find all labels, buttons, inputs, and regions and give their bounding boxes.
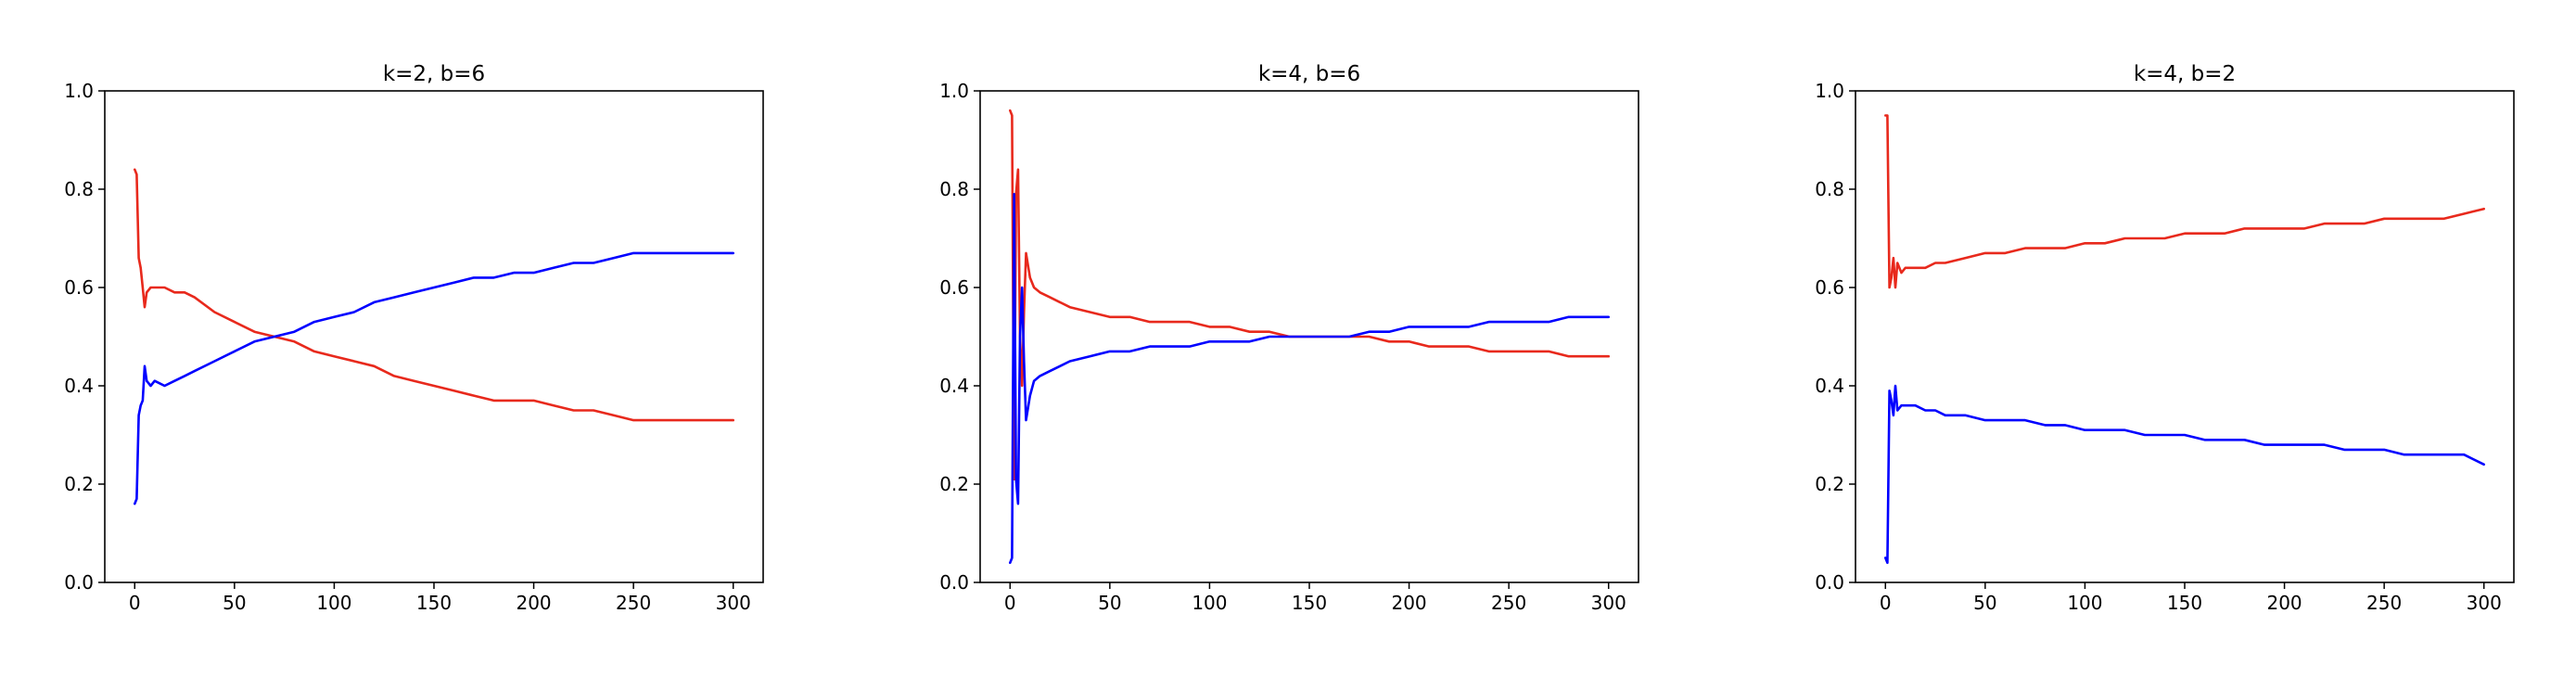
series-line-blue <box>134 251 734 505</box>
y-tick-label: 0.2 <box>1815 473 1844 495</box>
chart-panel-1: 0 50 100 150 200 250 300 0.0 0.2 0.4 0.6 0.8 1.0 k=2,… <box>64 62 764 614</box>
x-tick-label: 200 <box>2266 592 2302 614</box>
y-tick-label: 1.0 <box>939 80 969 102</box>
series-line-blue <box>1884 384 2485 565</box>
y-tick-label: 0.6 <box>64 276 94 299</box>
x-tick-label: 200 <box>1391 592 1426 614</box>
series-line-blue <box>1009 193 1610 565</box>
plot-frame <box>1855 90 2515 583</box>
chart-panel-2: 0 50 100 150 200 250 300 0.0 0.2 0.4 0.6 0.8 1.0 k=4,… <box>939 62 1639 614</box>
y-tick-label: 0.6 <box>939 276 969 299</box>
x-tick-label: 300 <box>1591 592 1626 614</box>
y-tick-label: 0.0 <box>64 571 94 594</box>
y-tick-label: 0.4 <box>939 375 969 397</box>
chart-title: k=4, b=2 <box>2134 62 2236 86</box>
y-tick-label: 0.8 <box>64 178 94 200</box>
series-line-red <box>1884 114 2485 289</box>
x-tick-label: 300 <box>716 592 751 614</box>
series-line-red <box>134 168 734 422</box>
y-tick-label: 0.6 <box>1815 276 1844 299</box>
chart-title: k=2, b=6 <box>383 62 485 86</box>
x-tick-label: 150 <box>2167 592 2202 614</box>
y-tick-label: 0.2 <box>64 473 94 495</box>
y-tick-label: 1.0 <box>64 80 94 102</box>
x-tick-label: 250 <box>1491 592 1526 614</box>
y-tick-label: 0.8 <box>939 178 969 200</box>
x-tick-label: 250 <box>2366 592 2402 614</box>
y-tick-label: 0.0 <box>939 571 969 594</box>
x-tick-label: 50 <box>1098 592 1121 614</box>
y-tick-label: 0.4 <box>64 375 94 397</box>
x-tick-label: 0 <box>1880 592 1892 614</box>
x-tick-label: 200 <box>516 592 551 614</box>
y-tick-label: 0.2 <box>939 473 969 495</box>
x-tick-label: 50 <box>1973 592 1996 614</box>
x-tick-label: 150 <box>1292 592 1327 614</box>
x-tick-label: 250 <box>616 592 651 614</box>
x-tick-label: 100 <box>1192 592 1227 614</box>
x-tick-label: 50 <box>223 592 246 614</box>
x-tick-label: 100 <box>316 592 351 614</box>
x-tick-label: 0 <box>129 592 141 614</box>
x-tick-label: 150 <box>416 592 452 614</box>
y-tick-label: 1.0 <box>1815 80 1844 102</box>
series-line-red <box>1009 109 1610 480</box>
chart-title: k=4, b=6 <box>1258 62 1360 86</box>
chart-panel-3: 0 50 100 150 200 250 300 0.0 0.2 0.4 0.6 0.8 1.0 k=4,… <box>1815 62 2515 614</box>
y-tick-label: 0.0 <box>1815 571 1844 594</box>
plot-frame <box>104 90 764 583</box>
x-tick-label: 100 <box>2067 592 2102 614</box>
x-tick-label: 0 <box>1004 592 1016 614</box>
x-tick-label: 300 <box>2467 592 2502 614</box>
y-tick-label: 0.4 <box>1815 375 1844 397</box>
y-tick-label: 0.8 <box>1815 178 1844 200</box>
